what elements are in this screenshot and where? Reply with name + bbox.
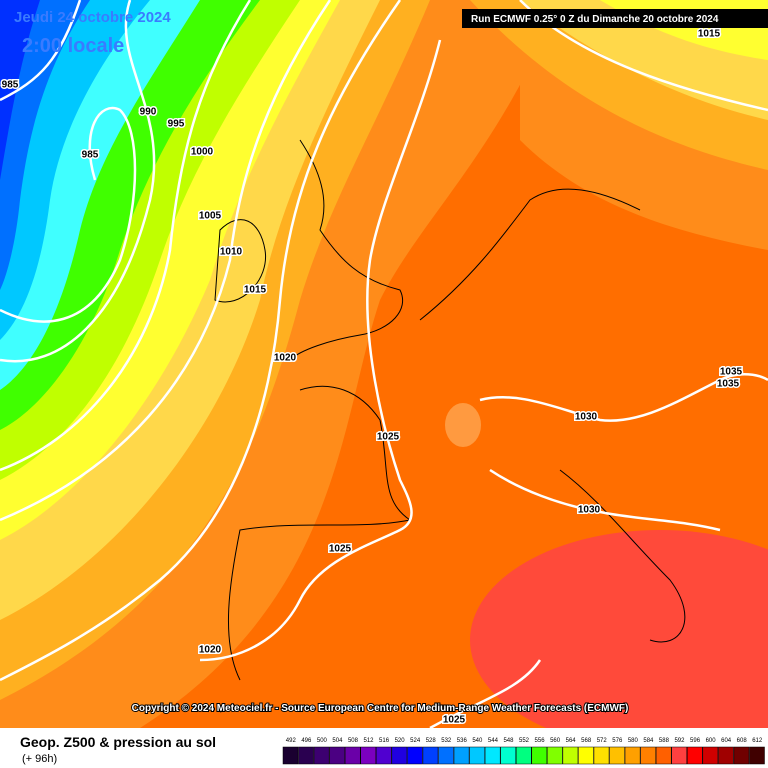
scale-swatch — [360, 746, 377, 765]
isobar-label: 1020 — [199, 645, 222, 656]
scale-swatch — [329, 746, 345, 765]
copyright: Copyright © 2024 Meteociel.fr - Source E… — [132, 703, 629, 714]
scale-label: 588 — [659, 738, 670, 744]
scale-swatch — [500, 746, 516, 765]
isobar-label: 1010 — [220, 247, 243, 258]
isobar-label: 1000 — [191, 147, 214, 158]
isobar-label: 1025 — [377, 432, 400, 443]
scale-swatch — [671, 746, 688, 765]
scale-label: 580 — [628, 738, 639, 744]
isobar-label: 1015 — [698, 29, 721, 40]
scale-label: 516 — [379, 738, 390, 744]
scale-label: 612 — [752, 738, 763, 744]
scale-swatch — [313, 746, 330, 765]
footer-title: Geop. Z500 & pression au sol — [20, 734, 216, 750]
scale-label: 540 — [472, 738, 483, 744]
map-background — [0, 0, 768, 750]
scale-swatch — [687, 746, 703, 765]
footer-lead: (+ 96h) — [22, 753, 57, 765]
isobar-label: 995 — [168, 119, 185, 130]
scale-swatch — [593, 746, 610, 765]
scale-swatch — [609, 746, 625, 765]
isobar-label: 1030 — [575, 412, 598, 423]
scale-swatch — [298, 746, 314, 765]
scale-swatch — [422, 746, 439, 765]
scale-swatch — [547, 746, 563, 765]
scale-swatch — [655, 746, 672, 765]
isobar-label: 1025 — [329, 544, 352, 555]
scale-label: 560 — [550, 738, 561, 744]
scale-swatch — [438, 746, 454, 765]
scale-swatch — [562, 746, 579, 765]
color-scale: 492 496 500 504 508 512 516 520 524 528 532 536 540 5… — [282, 738, 765, 765]
isobar-label: 1030 — [578, 505, 601, 516]
scale-swatch — [531, 746, 548, 765]
scale-swatch — [702, 746, 719, 765]
scale-label: 600 — [706, 738, 717, 744]
scale-label: 572 — [597, 738, 608, 744]
scale-swatch — [282, 746, 299, 765]
coastlines — [214, 139, 686, 681]
scale-label: 556 — [535, 738, 546, 744]
scale-label: 584 — [643, 738, 654, 744]
scale-label: 500 — [317, 738, 328, 744]
run-text: Run ECMWF 0.25° 0 Z du Dimanche 20 octob… — [471, 14, 719, 25]
scale-label: 536 — [457, 738, 468, 744]
scale-swatch — [640, 746, 656, 765]
isobar-labels: 985 990 995 985 1000 1005 1010 1015 1020… — [0, 27, 744, 727]
scale-label: 504 — [332, 738, 343, 744]
scale-swatch — [718, 746, 734, 765]
isobar-label: 985 — [2, 80, 19, 91]
scale-label: 544 — [488, 738, 499, 744]
scale-label: 496 — [301, 738, 312, 744]
scale-label: 528 — [426, 738, 437, 744]
scale-label: 596 — [690, 738, 701, 744]
scale-label: 548 — [503, 738, 514, 744]
scale-swatch — [749, 746, 765, 765]
isobar-label: 1035 — [717, 379, 740, 390]
scale-label: 524 — [410, 738, 421, 744]
isobar-label: 1025 — [443, 715, 466, 726]
scale-swatch — [624, 746, 641, 765]
isobar-label: 1015 — [244, 285, 267, 296]
scale-label: 592 — [674, 738, 685, 744]
scale-label: 608 — [737, 738, 748, 744]
date-text: Jeudi 24 octobre 2024 — [14, 9, 171, 26]
time-text: 2:00 locale — [22, 35, 124, 57]
run-box — [462, 9, 768, 28]
scale-swatch — [376, 746, 392, 765]
scale-label: 564 — [566, 738, 577, 744]
scale-swatch — [407, 746, 423, 765]
scale-label: 492 — [286, 738, 297, 744]
scale-label: 568 — [581, 738, 592, 744]
isobar-label: 1020 — [274, 353, 297, 364]
isobar-label: 990 — [140, 107, 157, 118]
scale-label: 552 — [519, 738, 530, 744]
scale-swatch — [391, 746, 408, 765]
scale-label: 576 — [612, 738, 623, 744]
scale-swatch — [484, 746, 501, 765]
isobar-label: 1035 — [720, 367, 743, 378]
scale-swatch — [578, 746, 594, 765]
scale-label: 508 — [348, 738, 359, 744]
scale-label: 604 — [721, 738, 732, 744]
scale-swatch — [344, 746, 361, 765]
isobar-label: 1005 — [199, 211, 222, 222]
isobar-label: 985 — [82, 150, 99, 161]
isobars — [0, 0, 768, 682]
scale-swatch — [469, 746, 485, 765]
scale-label: 512 — [364, 738, 375, 744]
scale-label: 532 — [441, 738, 452, 744]
scale-swatch — [733, 746, 750, 765]
scale-label: 520 — [395, 738, 406, 744]
scale-swatch — [453, 746, 470, 765]
scale-swatch — [515, 746, 532, 765]
